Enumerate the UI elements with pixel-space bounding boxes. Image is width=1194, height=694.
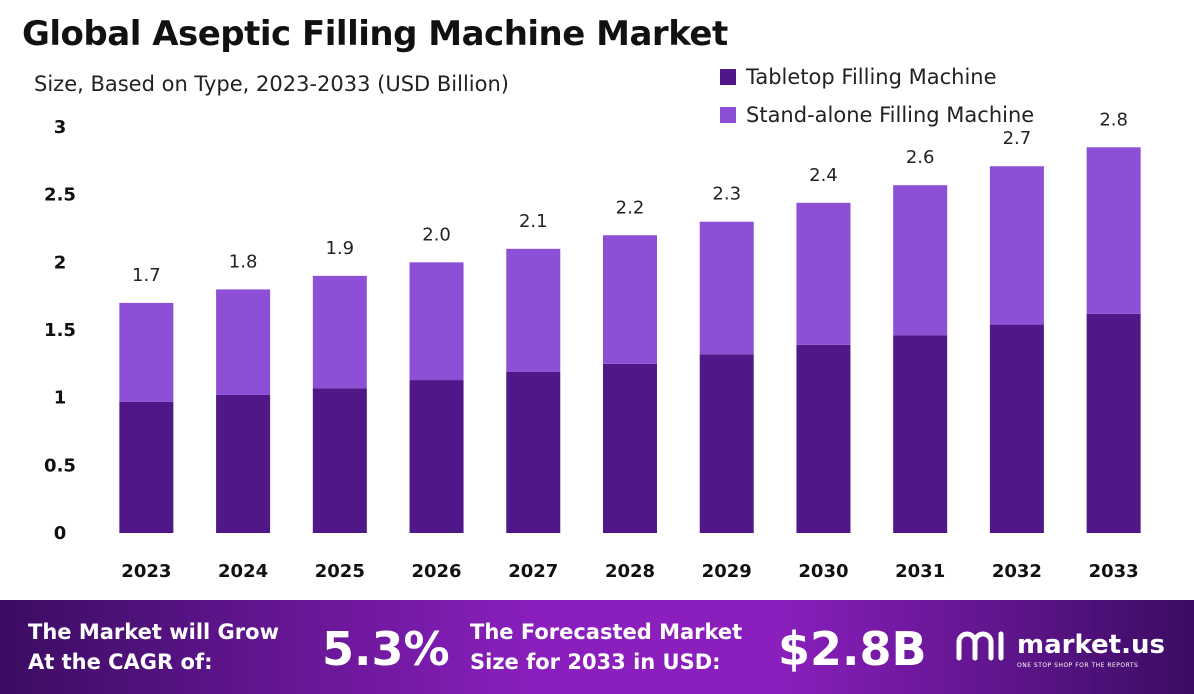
legend-swatch-tabletop — [720, 69, 736, 85]
cagr-label: The Market will Grow At the CAGR of: — [28, 617, 279, 677]
bar-total-label: 1.8 — [229, 251, 258, 272]
x-tick-label: 2033 — [1089, 561, 1139, 582]
legend: Tabletop Filling Machine Stand-alone Fil… — [720, 58, 1034, 134]
x-tick-label: 2027 — [508, 561, 558, 582]
chart-title: Global Aseptic Filling Machine Market — [22, 14, 728, 54]
legend-item-tabletop: Tabletop Filling Machine — [720, 58, 1034, 96]
y-tick-label: 1.5 — [44, 320, 76, 341]
y-tick-label: 2.5 — [44, 185, 76, 206]
x-tick-label: 2025 — [315, 561, 365, 582]
cagr-label-line2: At the CAGR of: — [28, 650, 213, 674]
bar-standalone — [119, 302, 174, 402]
footer-banner: The Market will Grow At the CAGR of: 5.3… — [0, 600, 1194, 694]
forecast-label: The Forecasted Market Size for 2033 in U… — [470, 617, 742, 677]
y-tick-label: 0.5 — [44, 455, 76, 476]
bar-total-label: 2.3 — [712, 184, 741, 205]
bar-tabletop — [893, 335, 948, 533]
bar-total-label: 2.8 — [1099, 109, 1128, 130]
bar-tabletop — [603, 363, 657, 533]
bar-standalone — [893, 185, 948, 336]
bar-chart: 0 0.5 1 1.5 2 2.5 3 1.7 2023 1.8 2024 1.9 2025 2.0 202… — [44, 109, 1141, 582]
x-tick-label: 2024 — [218, 561, 268, 582]
logo-wordmark: market.us — [1017, 630, 1165, 660]
market-us-logo: market.us ONE STOP SHOP FOR THE REPORTS — [955, 628, 1165, 669]
logo-icon — [956, 631, 1004, 661]
x-tick-label: 2032 — [992, 561, 1042, 582]
bar-standalone — [312, 275, 367, 389]
x-tick-label: 2026 — [411, 561, 461, 582]
forecast-label-line1: The Forecasted Market — [470, 620, 743, 644]
bar-tabletop — [119, 401, 174, 533]
bar-tabletop — [409, 380, 464, 533]
legend-label-standalone: Stand-alone Filling Machine — [746, 103, 1035, 127]
x-tick-label: 2031 — [895, 561, 945, 582]
chart-card: Global Aseptic Filling Machine Market Si… — [22, 14, 1141, 582]
bar-tabletop — [796, 344, 851, 533]
bar-standalone — [409, 262, 464, 381]
x-tick-label: 2030 — [798, 561, 848, 582]
y-tick-label: 2 — [54, 252, 67, 273]
bar-standalone — [1086, 147, 1141, 314]
bar-tabletop — [506, 371, 561, 533]
chart-subtitle: Size, Based on Type, 2023-2033 (USD Bill… — [34, 72, 509, 96]
bar-standalone — [699, 221, 754, 355]
cagr-value: 5.3% — [322, 622, 450, 676]
bar-standalone — [603, 235, 657, 364]
logo-tagline: ONE STOP SHOP FOR THE REPORTS — [1017, 662, 1139, 669]
legend-label-tabletop: Tabletop Filling Machine — [746, 65, 997, 89]
x-tick-label: 2029 — [702, 561, 752, 582]
forecast-value: $2.8B — [778, 622, 927, 676]
bar-total-label: 1.9 — [325, 238, 354, 259]
bar-tabletop — [699, 354, 754, 533]
bar-total-label: 2.6 — [906, 147, 935, 168]
legend-swatch-standalone — [720, 107, 736, 123]
bar-tabletop — [312, 388, 367, 533]
bar-standalone — [989, 166, 1044, 325]
bar-tabletop — [1086, 313, 1141, 533]
bar-total-label: 2.4 — [809, 165, 838, 186]
y-tick-label: 1 — [54, 388, 67, 409]
bar-tabletop — [216, 394, 271, 533]
bar-total-label: 1.7 — [132, 265, 161, 286]
x-tick-label: 2023 — [121, 561, 171, 582]
forecast-label-line2: Size for 2033 in USD: — [470, 650, 721, 674]
y-tick-label: 0 — [54, 523, 67, 544]
cagr-label-line1: The Market will Grow — [28, 620, 279, 644]
bar-total-label: 2.2 — [616, 197, 645, 218]
bar-standalone — [216, 289, 271, 395]
bar-total-label: 2.1 — [519, 211, 548, 232]
bar-total-label: 2.0 — [422, 224, 451, 245]
legend-item-standalone: Stand-alone Filling Machine — [720, 96, 1034, 134]
bar-total-label: 2.7 — [1003, 128, 1032, 149]
bar-tabletop — [989, 324, 1044, 533]
x-tick-label: 2028 — [605, 561, 655, 582]
y-tick-label: 3 — [54, 117, 67, 138]
bar-standalone — [506, 248, 561, 372]
bar-standalone — [796, 202, 851, 345]
